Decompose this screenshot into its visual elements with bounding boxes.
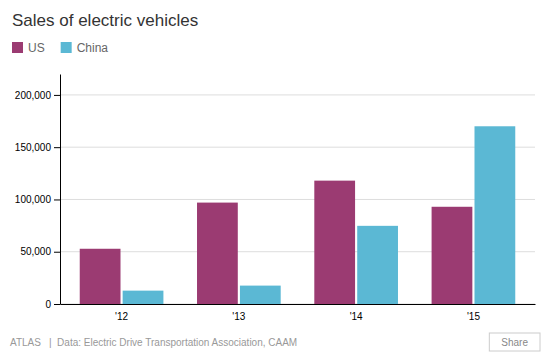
y-axis-line — [60, 75, 61, 305]
x-tick: '14 — [350, 311, 363, 322]
bar — [432, 207, 473, 304]
legend: US China — [12, 41, 108, 55]
legend-item: China — [61, 41, 109, 55]
chart: Sales of electric vehicles 0 50,000 100,000… — [0, 0, 550, 356]
x-axis-line — [61, 304, 536, 305]
legend-swatch — [61, 42, 72, 53]
title: Sales of electric vehicles — [12, 11, 198, 30]
share-button: Share — [489, 333, 540, 351]
bars — [80, 126, 516, 304]
x-tick-label: '12 — [115, 311, 128, 322]
y-tick-mark — [54, 147, 60, 148]
grid — [60, 95, 535, 304]
x-tick: '15 — [467, 311, 480, 322]
legend-swatch — [12, 42, 23, 53]
x-axis: '12 '13 '14 '15 — [61, 305, 536, 323]
y-tick-label: 150,000 — [15, 142, 52, 153]
footer: ATLAS | Data: Electric Drive Transportati… — [10, 333, 540, 351]
bar — [474, 126, 515, 304]
bar — [123, 291, 164, 304]
y-axis: 0 50,000 100,000 150,000 200,000 — [15, 75, 61, 310]
series — [123, 126, 516, 304]
legend-label: China — [77, 41, 109, 55]
source-text: | Data: Electric Drive Transportation As… — [49, 337, 297, 348]
chart-container: Sales of electric vehicles 0 50,000 100,000… — [0, 0, 550, 356]
y-tick: 0 — [45, 299, 60, 310]
grid-line — [60, 94, 535, 95]
y-tick-mark — [54, 95, 60, 96]
bar — [80, 249, 121, 304]
share-text: Share — [501, 337, 528, 348]
plot: 0 50,000 100,000 150,000 200,000 '12 '13 '14 '15 — [15, 75, 536, 323]
bar — [240, 286, 281, 304]
logo-text: ATLAS — [10, 337, 41, 348]
bar — [357, 226, 398, 304]
share-button-frame — [489, 333, 540, 351]
x-tick-label: '15 — [467, 311, 480, 322]
y-tick-label: 200,000 — [15, 90, 52, 101]
series — [80, 181, 473, 304]
y-tick-mark — [54, 304, 60, 305]
bar — [314, 181, 355, 304]
x-tick: '12 — [115, 311, 128, 322]
bar — [197, 203, 238, 304]
y-tick-mark — [54, 252, 60, 253]
y-tick: 200,000 — [15, 90, 60, 101]
grid-line — [60, 147, 535, 148]
y-tick-label: 0 — [45, 299, 51, 310]
x-tick-label: '13 — [232, 311, 245, 322]
y-tick: 50,000 — [20, 246, 60, 257]
legend-label: US — [28, 41, 45, 55]
y-tick-label: 50,000 — [20, 246, 51, 257]
y-tick-label: 100,000 — [15, 194, 52, 205]
legend-item: US — [12, 41, 45, 55]
x-tick-label: '14 — [350, 311, 363, 322]
x-tick: '13 — [232, 311, 245, 322]
grid-line — [60, 199, 535, 200]
y-tick-mark — [54, 199, 60, 200]
y-tick: 100,000 — [15, 194, 60, 205]
y-tick: 150,000 — [15, 142, 60, 153]
